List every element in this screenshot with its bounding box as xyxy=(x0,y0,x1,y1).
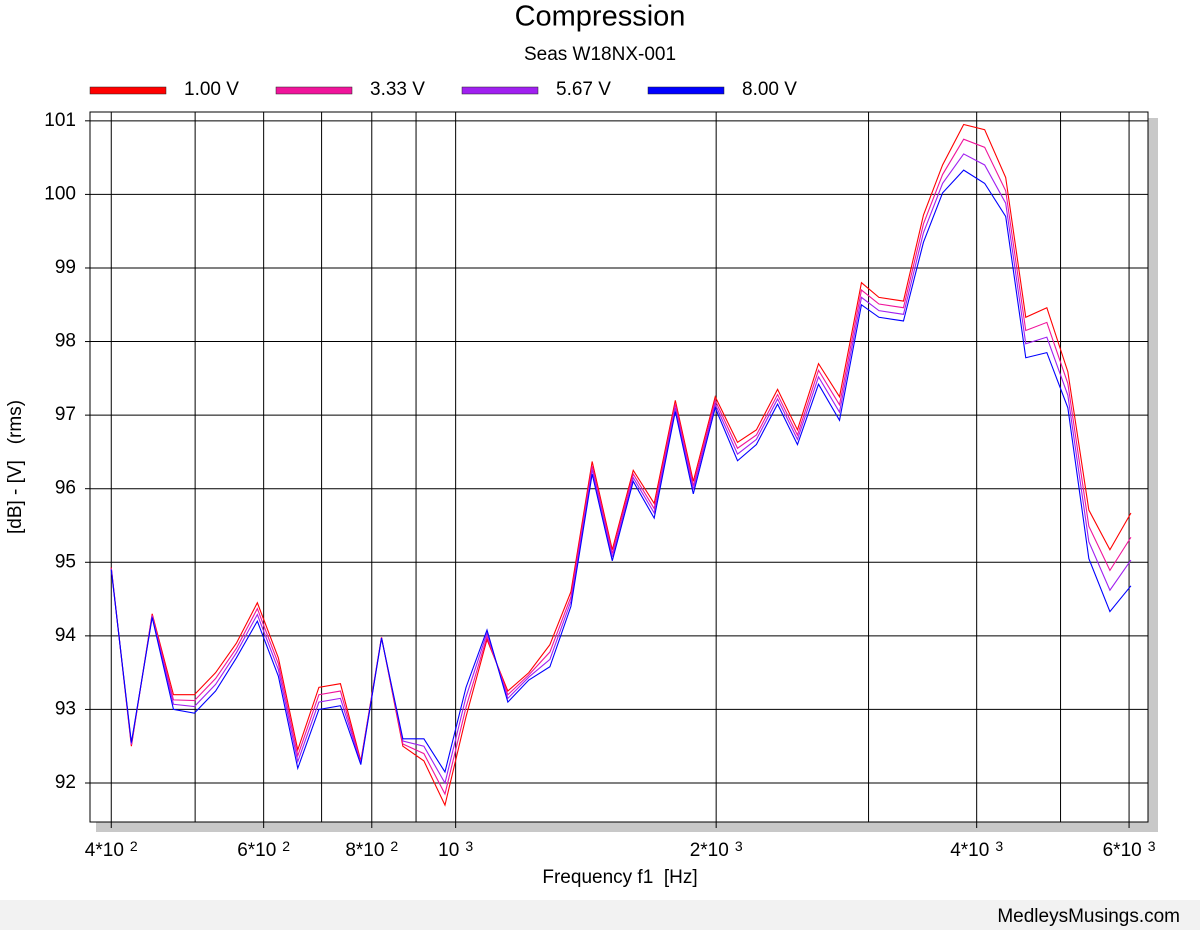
plot-area xyxy=(89,111,1149,823)
x-tick-label-exponent: 3 xyxy=(1148,838,1156,854)
legend-swatch xyxy=(647,86,725,95)
chart-title: Compression xyxy=(515,1,686,33)
x-tick-label-base: 8*10 xyxy=(345,840,384,861)
x-tick-label: 8*10 2 xyxy=(345,838,398,861)
data-line xyxy=(110,123,1132,807)
x-tick-label-exponent: 3 xyxy=(735,838,743,854)
y-tick-label: 92 xyxy=(55,772,76,793)
legend-swatch xyxy=(275,86,353,95)
y-tick-label: 100 xyxy=(44,183,76,204)
y-tick-label: 93 xyxy=(55,698,76,719)
x-tick-label-exponent: 2 xyxy=(130,838,138,854)
y-tick-label: 96 xyxy=(55,478,76,499)
y-tick-label: 97 xyxy=(55,404,76,425)
legend-label: 8.00 V xyxy=(742,79,797,100)
x-tick-label: 4*10 3 xyxy=(950,838,1003,861)
x-tick-label-exponent: 2 xyxy=(390,838,398,854)
x-axis-label: Frequency f1 [Hz] xyxy=(542,867,697,888)
data-line xyxy=(110,169,1132,774)
data-line xyxy=(110,138,1132,796)
x-tick-label-exponent: 2 xyxy=(282,838,290,854)
x-tick-label-base: 4*10 xyxy=(85,840,124,861)
legend-label: 1.00 V xyxy=(184,79,239,100)
y-tick-label: 94 xyxy=(55,625,77,646)
x-tick-label: 6*10 2 xyxy=(237,838,290,861)
x-tick-label: 4*10 2 xyxy=(85,838,138,861)
data-line xyxy=(110,153,1132,785)
x-tick-label-base: 4*10 xyxy=(950,840,989,861)
footer: MedleysMusings.com xyxy=(997,906,1180,927)
x-tick-label: 2*10 3 xyxy=(690,838,743,861)
x-tick-label-base: 6*10 xyxy=(237,840,276,861)
x-tick-label-base: 10 xyxy=(438,840,459,861)
y-axis-label: [dB] - [V] (rms) xyxy=(5,400,26,534)
y-tick-label: 95 xyxy=(55,551,76,572)
x-tick-label: 10 3 xyxy=(438,838,473,861)
x-tick-label: 6*10 3 xyxy=(1103,838,1156,861)
y-tick-label: 98 xyxy=(55,331,76,352)
chart-subtitle: Seas W18NX-001 xyxy=(524,44,676,65)
x-tick-label-exponent: 3 xyxy=(995,838,1003,854)
x-tick-label-base: 6*10 xyxy=(1103,840,1142,861)
x-tick-label-base: 2*10 xyxy=(690,840,729,861)
y-tick-label: 99 xyxy=(55,257,76,278)
legend-label: 3.33 V xyxy=(370,79,425,100)
legend-swatch xyxy=(461,86,539,95)
x-tick-label-exponent: 3 xyxy=(465,838,473,854)
footer-bar xyxy=(0,900,1200,930)
legend-label: 5.67 V xyxy=(556,79,611,100)
legend-swatch xyxy=(89,86,167,95)
y-tick-label: 101 xyxy=(44,110,76,131)
